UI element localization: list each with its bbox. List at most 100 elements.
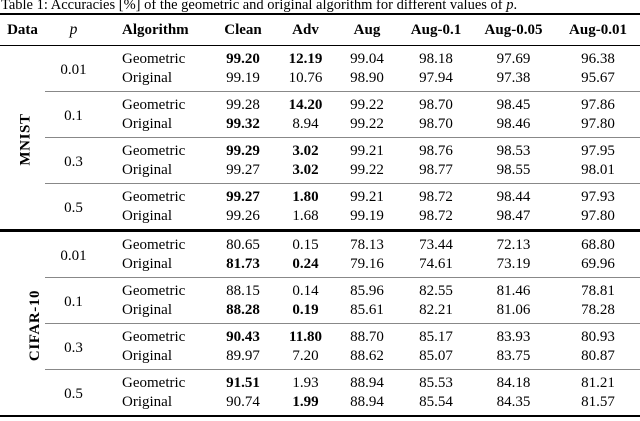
value-aug: 99.04 xyxy=(350,50,384,67)
value-adv: 3.02 xyxy=(278,137,333,161)
value-clean: 88.15 xyxy=(208,277,278,301)
p-value: 0.5 xyxy=(45,183,102,231)
value-clean: 88.28 xyxy=(226,301,260,318)
algorithm-name: Geometric xyxy=(102,277,208,301)
value-aug-0-01: 98.01 xyxy=(581,161,615,178)
value-aug-0-1: 85.17 xyxy=(401,323,471,347)
algorithm-name: Original xyxy=(122,393,172,410)
value-aug: 99.22 xyxy=(350,161,384,178)
value-aug-0-1: 98.77 xyxy=(419,161,453,178)
value-clean: 89.97 xyxy=(226,347,260,364)
value-adv: 0.14 xyxy=(278,277,333,301)
table-row: Original 81.73 0.24 79.16 74.61 73.19 69.96 xyxy=(0,255,640,278)
value-aug: 78.13 xyxy=(333,229,401,255)
value-clean: 99.27 xyxy=(226,161,260,178)
table-row: Original 99.27 3.02 99.22 98.77 98.55 98.01 xyxy=(0,161,640,184)
value-clean: 90.74 xyxy=(226,393,260,410)
results-table: Data p Algorithm Clean Adv Aug Aug-0.1 A… xyxy=(0,13,640,417)
col-header-aug-0-05: Aug-0.05 xyxy=(471,14,556,46)
value-aug-0-01: 97.80 xyxy=(581,115,615,132)
dataset-cell: CIFAR-10 xyxy=(0,229,45,416)
col-header-clean: Clean xyxy=(208,14,278,46)
value-aug: 88.94 xyxy=(333,369,401,393)
value-aug-0-1: 74.61 xyxy=(419,255,453,272)
algorithm-name: Geometric xyxy=(102,369,208,393)
value-aug-0-1: 98.72 xyxy=(419,207,453,224)
value-aug-0-05: 97.38 xyxy=(496,69,531,86)
value-aug-0-05: 73.19 xyxy=(496,255,531,272)
value-aug-0-1: 98.18 xyxy=(419,50,453,67)
algorithm-name: Geometric xyxy=(122,50,186,67)
value-aug: 88.62 xyxy=(350,347,384,364)
caption-period: . xyxy=(513,0,518,13)
p-value: 0.01 xyxy=(60,61,87,78)
value-aug-0-1: 97.94 xyxy=(419,69,453,86)
value-aug-0-01: 97.93 xyxy=(556,183,640,207)
algorithm-name: Original xyxy=(122,301,172,318)
value-aug-0-1: 85.53 xyxy=(401,369,471,393)
table-row: Original 99.19 10.76 98.90 97.94 97.38 95.67 xyxy=(0,69,640,92)
col-header-aug-0-01: Aug-0.01 xyxy=(556,14,640,46)
value-aug-0-1: 85.54 xyxy=(419,393,453,410)
value-aug-0-05: 98.55 xyxy=(496,161,531,178)
value-aug-0-1: 82.21 xyxy=(419,301,453,318)
value-adv: 0.15 xyxy=(278,229,333,255)
value-aug-0-05: 84.35 xyxy=(496,393,531,410)
value-aug-0-05: 98.45 xyxy=(471,91,556,115)
value-aug-0-01: 68.80 xyxy=(556,229,640,255)
algorithm-name: Original xyxy=(122,207,172,224)
table-row: Original 99.26 1.68 99.19 98.72 98.47 97.80 xyxy=(0,207,640,231)
p-value: 0.5 xyxy=(45,369,102,416)
value-aug-0-05: 98.44 xyxy=(471,183,556,207)
value-aug-0-01: 81.21 xyxy=(556,369,640,393)
value-aug-0-1: 98.70 xyxy=(419,115,453,132)
value-adv: 0.19 xyxy=(292,301,319,318)
col-header-aug-0-1: Aug-0.1 xyxy=(401,14,471,46)
caption-text: Table 1: Accuracies [%] of the geometric… xyxy=(1,0,507,13)
value-aug: 99.19 xyxy=(350,207,384,224)
table-row: Original 90.74 1.99 88.94 85.54 84.35 81.57 xyxy=(0,393,640,417)
col-header-data: Data xyxy=(0,14,45,46)
value-clean: 99.29 xyxy=(208,137,278,161)
value-adv: 1.68 xyxy=(292,207,319,224)
value-aug-0-05: 97.69 xyxy=(496,50,531,67)
algorithm-name: Original xyxy=(122,347,172,364)
table-row: MNIST 0.01 Geometric 99.20 12.19 99.04 98.18 97… xyxy=(0,46,640,166)
table-row: Original 99.32 8.94 99.22 98.70 98.46 97.80 xyxy=(0,115,640,138)
value-aug-0-1: 98.70 xyxy=(401,91,471,115)
value-aug-0-05: 98.46 xyxy=(496,115,531,132)
value-aug-0-01: 69.96 xyxy=(581,255,615,272)
value-aug-0-1: 98.72 xyxy=(401,183,471,207)
p-value: 0.1 xyxy=(45,277,102,324)
value-adv: 1.80 xyxy=(278,183,333,207)
value-aug: 99.22 xyxy=(350,115,384,132)
p-value: 0.3 xyxy=(45,137,102,184)
algorithm-name: Geometric xyxy=(102,137,208,161)
col-header-aug: Aug xyxy=(333,14,401,46)
table-row: 0.3 Geometric 99.29 3.02 99.21 98.76 98.53 97.9… xyxy=(0,137,640,184)
value-aug-0-01: 78.28 xyxy=(581,301,615,318)
value-clean: 91.51 xyxy=(208,369,278,393)
header-row: Data p Algorithm Clean Adv Aug Aug-0.1 A… xyxy=(0,14,640,46)
value-aug-0-01: 78.81 xyxy=(556,277,640,301)
table-row: 0.3 Geometric 90.43 11.80 88.70 85.17 83.93 80.… xyxy=(0,323,640,370)
value-clean: 99.20 xyxy=(226,50,260,67)
value-aug-0-01: 80.87 xyxy=(581,347,615,364)
value-adv: 7.20 xyxy=(292,347,319,364)
value-adv: 10.76 xyxy=(288,69,323,86)
algorithm-name: Original xyxy=(122,255,172,272)
caption-variable: p xyxy=(506,0,514,13)
value-aug-0-01: 81.57 xyxy=(581,393,615,410)
dataset-cell: MNIST xyxy=(0,46,45,231)
algorithm-name: Original xyxy=(122,115,172,132)
value-aug-0-01: 97.95 xyxy=(556,137,640,161)
value-adv: 1.99 xyxy=(292,393,319,410)
value-aug: 99.21 xyxy=(333,137,401,161)
value-clean: 99.27 xyxy=(208,183,278,207)
p-value: 0.01 xyxy=(45,229,102,278)
col-header-p: p xyxy=(45,14,102,46)
value-clean: 99.19 xyxy=(226,69,260,86)
value-aug-0-01: 80.93 xyxy=(556,323,640,347)
table-row: 0.5 Geometric 99.27 1.80 99.21 98.72 98.44 97.9… xyxy=(0,183,640,231)
dataset-label: CIFAR-10 xyxy=(27,289,44,361)
